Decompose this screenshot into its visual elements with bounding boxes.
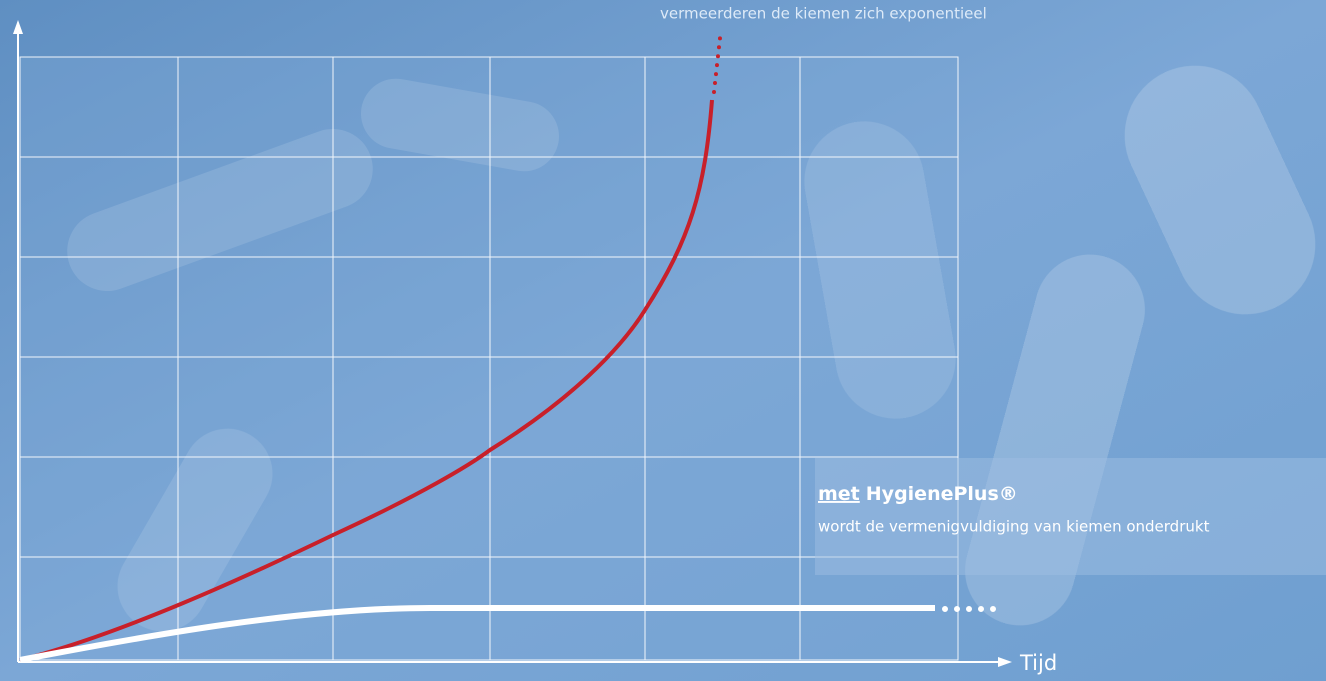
annotation-without: vermeerderen de kiemen zich exponentieel [660,5,987,23]
curve-without-continuation [712,36,722,94]
curve-with [19,605,935,663]
annotation-box [815,458,1326,575]
grid [19,56,959,661]
annotation-with-brand: HygienePlus® [866,483,1018,505]
annotation-with-text: wordt de vermenigvuldiging van kiemen on… [818,518,1210,536]
x-axis-label: Tijd [1019,651,1057,675]
annotation-with-prefix: met [818,483,860,505]
axes [13,20,1012,667]
annotation-with-title: met HygienePlus® [818,483,1018,505]
curve-without [19,99,714,662]
